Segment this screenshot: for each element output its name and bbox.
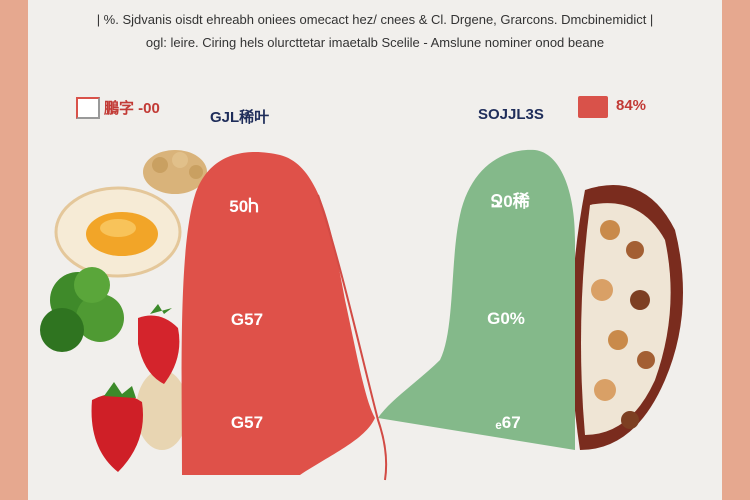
subtitle-line-2: ogl: leire. Ciring hels olurcttetar imae… (145, 35, 605, 50)
green-label-2: G0% (487, 309, 525, 328)
red-label-2: G57 (231, 310, 263, 329)
red-area (181, 151, 375, 475)
food-decoration-left (40, 150, 207, 472)
green-label-1: Ջ0稀 (490, 191, 530, 211)
food-decoration-right (571, 185, 683, 450)
legend-right-label: 84% (616, 97, 647, 114)
subtitle-line-1: | %. Sjdvanis oisdt ehreabh oniees omeca… (96, 12, 654, 27)
broccoli (40, 267, 124, 352)
legend-left-swatch (76, 97, 100, 119)
strawberry-2 (91, 393, 143, 472)
series-name-red: GJL稀叶 (210, 109, 270, 126)
green-area (378, 149, 575, 450)
grains (136, 370, 188, 450)
legend-left-label: 鵬字 -00 (104, 100, 160, 117)
red-label-1: 50Ⴙ (229, 197, 258, 216)
green-label-3: ₑ67 (495, 413, 520, 432)
legend-right-swatch (578, 96, 608, 118)
series-name-green: SOJJL3S (478, 106, 544, 123)
red-label-3: G57 (231, 413, 263, 432)
strawberry-1 (138, 315, 180, 384)
divider-line (317, 194, 388, 481)
